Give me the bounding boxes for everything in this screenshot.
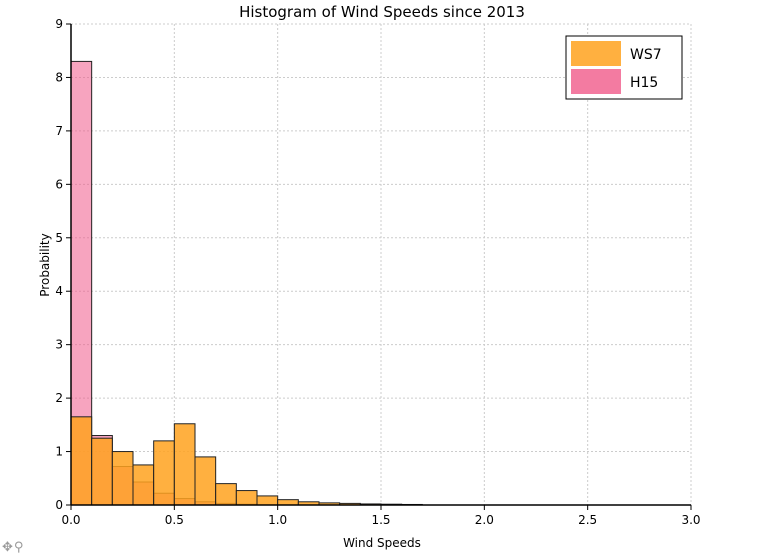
chart-title: Histogram of Wind Speeds since 2013 [239, 3, 525, 21]
x-tick-label: 2.5 [578, 513, 597, 527]
x-tick-label: 3.0 [681, 513, 700, 527]
x-tick-label: 0.5 [165, 513, 184, 527]
bar-ws7-9 [256, 495, 279, 506]
legend-label-h15: H15 [630, 75, 658, 91]
y-tick-label: 7 [55, 124, 63, 138]
x-tick-label: 0.0 [61, 513, 80, 527]
y-tick-label: 4 [55, 284, 63, 298]
bars [70, 60, 423, 506]
y-tick-label: 3 [55, 338, 63, 352]
bar-ws7-4 [153, 440, 175, 506]
bar-ws7-3 [132, 464, 155, 506]
legend-swatch-h15 [571, 69, 621, 94]
move-icon[interactable]: ✥ [2, 540, 13, 555]
y-axis-label: Probability [38, 233, 52, 296]
bar-ws7-10 [277, 499, 299, 506]
axes: 0.0 0.5 1.0 1.5 2.0 2.5 3.0 0 1 2 3 4 5 6 7 8 9 [55, 17, 700, 527]
x-tick-label: 1.5 [371, 513, 390, 527]
y-tick-label: 6 [55, 177, 63, 191]
x-axis-label: Wind Speeds [343, 536, 421, 550]
bar-ws7-7 [215, 483, 237, 506]
y-tick-label: 8 [55, 70, 63, 84]
plot-toolbar[interactable]: ✥⚲ [2, 540, 42, 557]
legend-swatch-ws7 [571, 41, 621, 66]
y-tick-label: 5 [55, 231, 63, 245]
y-tick-label: 2 [55, 391, 63, 405]
bar-ws7-2 [111, 451, 134, 506]
bar-ws7-8 [235, 490, 258, 506]
x-tick-label: 1.0 [268, 513, 287, 527]
bar-ws7-0 [70, 416, 93, 506]
legend-label-ws7: WS7 [630, 47, 662, 63]
y-tick-label: 1 [55, 445, 63, 459]
zoom-icon[interactable]: ⚲ [13, 540, 24, 555]
y-tick-label: 0 [55, 498, 63, 512]
x-tick-label: 2.0 [475, 513, 494, 527]
bar-ws7-1 [91, 437, 113, 506]
bar-ws7-5 [173, 423, 196, 506]
y-tick-label: 9 [55, 17, 63, 31]
bar-ws7-6 [194, 456, 217, 506]
legend: WS7 H15 [565, 35, 683, 100]
